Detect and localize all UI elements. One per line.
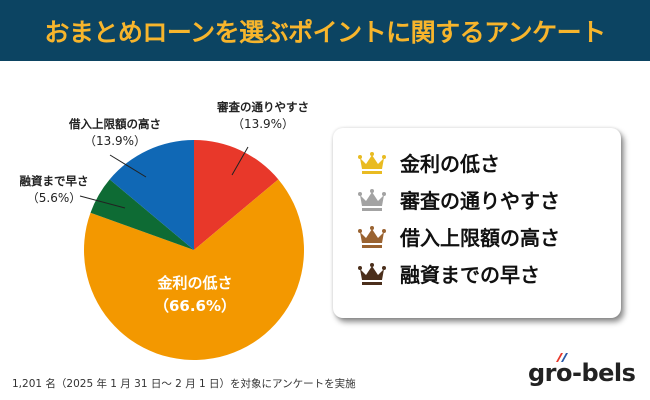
legend-item: 金利の低さ (357, 148, 500, 177)
pie-slice (90, 179, 194, 250)
leader-line-shinsa (231, 146, 249, 176)
legend-label: 金利の低さ (400, 152, 500, 176)
logo: gro-bels (528, 350, 638, 390)
slice-value-label: （66.6%） (153, 297, 237, 315)
legend-label: 融資までの早さ (400, 263, 540, 287)
leader-line-kariire (109, 154, 147, 178)
leader-line-yushi (79, 195, 126, 209)
legend-label: 借入上限額の高さ (400, 226, 560, 250)
silver-crown-icon (358, 188, 386, 211)
logo-text: gro-bels (528, 359, 636, 387)
slice-label-yushi: 融資まで早さ （5.6%） (14, 173, 94, 207)
slice-label-shinsa: 審査の通りやすさ （13.9%） (213, 99, 313, 133)
slice-label-kinri: 金利の低さ （66.6%） (135, 272, 255, 318)
slice-label-kariire: 借入上限額の高さ （13.9%） (60, 116, 170, 150)
pie-slice (83, 179, 304, 360)
brown-crown-icon (358, 262, 386, 285)
logo-mark-icon (556, 353, 568, 362)
legend-label: 審査の通りやすさ (400, 189, 560, 213)
pie-slice (194, 140, 279, 250)
legend-item: 融資までの早さ (357, 259, 540, 288)
header-banner: おまとめローンを選ぶポイントに関するアンケート (0, 0, 650, 61)
slice-label-text: 金利の低さ (157, 274, 233, 292)
slice-value-label: （13.9%） (231, 117, 295, 131)
slice-label-text: 融資まで早さ (19, 174, 89, 188)
gold-crown-icon (358, 151, 386, 174)
legend-item: 審査の通りやすさ (357, 185, 560, 214)
slice-label-text: 借入上限額の高さ (69, 117, 161, 131)
slice-value-label: （13.9%） (83, 134, 147, 148)
legend-item: 借入上限額の高さ (357, 222, 560, 251)
page-title: おまとめローンを選ぶポイントに関するアンケート (44, 17, 606, 47)
slice-label-text: 審査の通りやすさ (217, 100, 309, 114)
bronze-crown-icon (358, 225, 386, 248)
legend: 金利の低さ 審査の通りやすさ 借入上限額の高さ 融資までの早さ (333, 128, 621, 318)
slice-value-label: （5.6%） (26, 191, 82, 205)
survey-note: 1,201 名（2025 年 1 月 31 日～ 2 月 1 日）を対象にアンケ… (12, 378, 356, 390)
